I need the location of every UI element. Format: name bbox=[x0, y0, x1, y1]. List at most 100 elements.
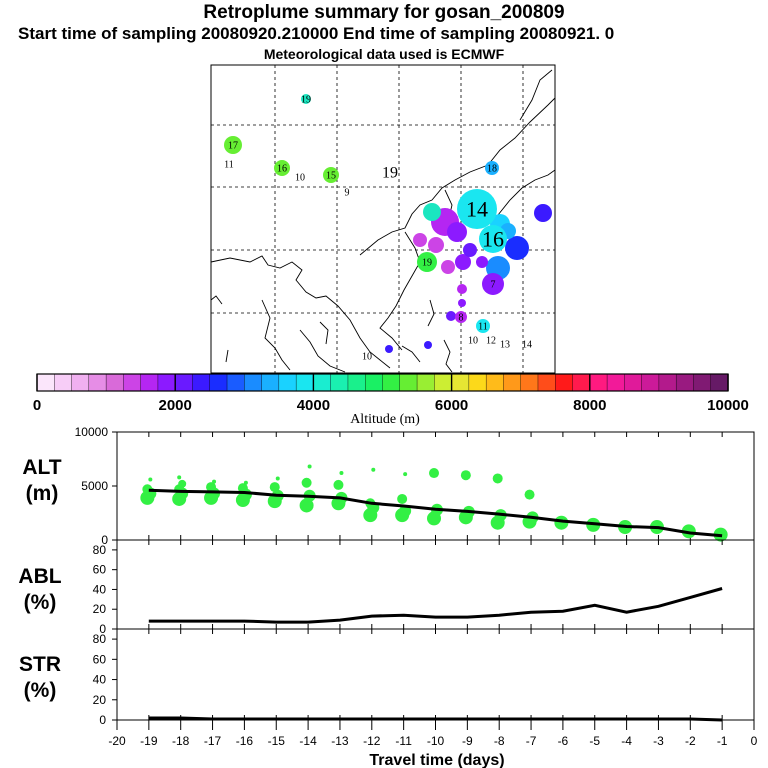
colorbar-cell bbox=[71, 373, 90, 392]
colorbar-cell bbox=[503, 373, 522, 392]
trajectory-marker bbox=[476, 319, 490, 333]
trajectory-day-label: 17 bbox=[228, 141, 238, 152]
trajectory-day-label: 19 bbox=[382, 165, 398, 182]
alt-panel: ALT (m) 10000 5000 0 bbox=[22, 425, 755, 547]
x-axis-tick-label: -17 bbox=[204, 734, 222, 748]
x-axis: -20 -19 -18 -17 -16 -15 -14 -13 -12 -11 -10 -9 -8 -7-… bbox=[108, 720, 758, 748]
x-axis-tick-label: -12 bbox=[363, 734, 381, 748]
str-panel-label-1: STR bbox=[19, 653, 61, 676]
x-axis-tick-label: -6 bbox=[558, 734, 569, 748]
colorbar-cell bbox=[382, 373, 401, 392]
trajectory-day-label: 19 bbox=[301, 95, 311, 106]
colorbar-cell bbox=[658, 373, 677, 392]
colorbar-cell bbox=[572, 373, 591, 392]
alt-cluster-dot bbox=[212, 479, 217, 484]
alt-cluster-dot bbox=[492, 473, 503, 484]
x-axis-tick-label: -18 bbox=[172, 734, 190, 748]
x-axis-tick-label: -16 bbox=[236, 734, 254, 748]
colorbar-cell bbox=[244, 373, 263, 392]
str-y-tick-label: 60 bbox=[93, 652, 107, 666]
trajectory-blob bbox=[505, 236, 529, 260]
trajectory-marker bbox=[417, 252, 437, 272]
abl-y-tick-label: 20 bbox=[93, 602, 107, 616]
colorbar-cell bbox=[226, 373, 245, 392]
trajectory-blob bbox=[463, 243, 477, 257]
str-panel: STR (%) 80 60 40 20 0 bbox=[19, 628, 755, 727]
trajectory-blob bbox=[476, 256, 488, 268]
x-axis-tick-label: -15 bbox=[268, 734, 286, 748]
alt-cluster-dot bbox=[339, 471, 344, 476]
colorbar-cell bbox=[295, 373, 315, 392]
colorbar-cell bbox=[434, 373, 453, 392]
trajectory-blob bbox=[534, 204, 552, 222]
colorbar-cell bbox=[278, 373, 297, 392]
colorbar-cell bbox=[485, 373, 505, 392]
abl-panel-label-2: (%) bbox=[24, 591, 57, 614]
trajectory-blob bbox=[455, 254, 471, 270]
colorbar-cell bbox=[693, 373, 712, 392]
colorbar-cell bbox=[451, 373, 470, 392]
trajectory-marker bbox=[457, 189, 497, 229]
met-data-note: Meteorological data used is ECMWF bbox=[263, 46, 505, 62]
trajectory-day-label: 8 bbox=[459, 313, 464, 324]
colorbar-tick-label: 6000 bbox=[435, 397, 468, 414]
alt-cluster-dot bbox=[429, 468, 439, 479]
colorbar-cell bbox=[174, 373, 194, 392]
x-axis-tick-label: -7 bbox=[526, 734, 537, 748]
x-axis-tick-label: -20 bbox=[108, 734, 126, 748]
alt-cluster-dot bbox=[403, 472, 408, 477]
trajectory-blob bbox=[458, 299, 466, 307]
trajectory-day-label: 15 bbox=[326, 171, 336, 182]
colorbar-ticks: 0 2000 4000 6000 8000 10000 bbox=[33, 374, 749, 414]
alt-series: 10000 5000 0 bbox=[75, 425, 728, 547]
x-axis-tick-label: -1 bbox=[717, 734, 728, 748]
sampling-period: Start time of sampling 20080920.210000 E… bbox=[18, 24, 615, 43]
trajectory-marker bbox=[301, 94, 311, 104]
x-axis-tick-label: -8 bbox=[494, 734, 505, 748]
alt-cluster-dot bbox=[237, 483, 248, 494]
colorbar-cell bbox=[365, 373, 384, 392]
trajectory-day-label: 19 bbox=[422, 258, 432, 269]
trajectory-blob bbox=[413, 233, 427, 247]
trajectory-blob bbox=[447, 222, 467, 242]
colorbar-cell bbox=[468, 373, 487, 392]
trajectory-day-label: 9 bbox=[345, 188, 350, 199]
colorbar-cell bbox=[261, 373, 280, 392]
alt-cluster-dot bbox=[243, 480, 248, 485]
str-y-tick-label: 80 bbox=[93, 632, 107, 646]
trajectory-marker bbox=[482, 273, 504, 295]
colorbar-cell bbox=[140, 373, 159, 392]
colorbar-cell bbox=[105, 373, 124, 392]
x-axis-tick-label: -2 bbox=[685, 734, 696, 748]
alt-cluster-dot bbox=[299, 498, 314, 513]
alt-panel-label-1: ALT bbox=[22, 456, 61, 479]
colorbar-cell bbox=[123, 373, 142, 392]
abl-y-tick-label: 60 bbox=[93, 563, 107, 577]
str-y-tick-label: 40 bbox=[93, 673, 107, 687]
alt-cluster-dot bbox=[177, 475, 182, 480]
trajectory-day-label: 11 bbox=[224, 160, 234, 171]
trajectory-day-label: 16 bbox=[277, 164, 287, 175]
alt-y-tick-label: 5000 bbox=[81, 479, 108, 493]
alt-panel-label-2: (m) bbox=[26, 482, 59, 505]
x-axis-tick-label: -3 bbox=[653, 734, 664, 748]
trajectory-marker bbox=[274, 160, 290, 176]
trajectory-day-label: 14 bbox=[466, 197, 488, 222]
alt-cluster-dot bbox=[178, 479, 187, 488]
alt-cluster-dot bbox=[275, 476, 280, 481]
trajectory-day-label: 10 bbox=[468, 336, 478, 347]
trajectory-marker bbox=[323, 167, 339, 183]
altitude-colorbar: 0 2000 4000 6000 8000 10000 Altitude (m) bbox=[33, 373, 749, 427]
x-axis-tick-label: -4 bbox=[621, 734, 632, 748]
trajectory-day-label: 7 bbox=[491, 280, 496, 291]
alt-cluster-dot bbox=[148, 477, 153, 482]
abl-y-tick-label: 40 bbox=[93, 582, 107, 596]
abl-series: 80 60 40 20 0 bbox=[93, 540, 723, 636]
abl-y-tick-label: 0 bbox=[99, 622, 106, 636]
trajectory-blob bbox=[424, 341, 432, 349]
alt-cluster-dot bbox=[269, 482, 280, 493]
alt-cluster-dot bbox=[371, 467, 376, 472]
alt-cluster-dot bbox=[397, 493, 408, 504]
colorbar-tick-label: 2000 bbox=[159, 397, 192, 414]
colorbar-tick-label: 4000 bbox=[297, 397, 330, 414]
